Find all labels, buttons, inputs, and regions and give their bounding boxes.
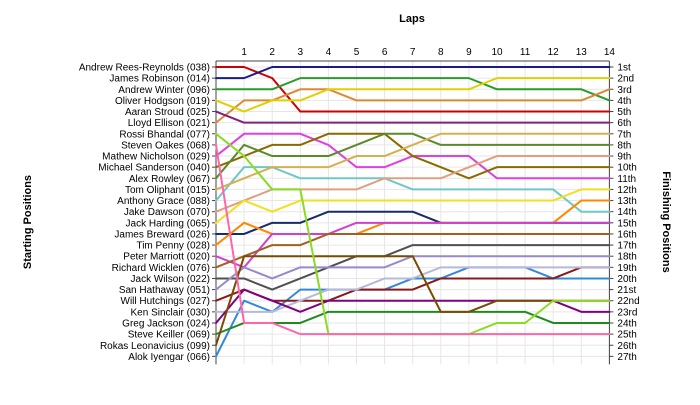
starting-position-label: Steven Oakes (068) <box>121 140 210 151</box>
chart-title: Laps <box>399 13 425 25</box>
starting-position-label: Michael Sanderson (040) <box>98 163 210 174</box>
series-line-2 <box>215 66 611 80</box>
starting-position-label: Will Hutchings (027) <box>121 296 210 307</box>
finishing-position-label: 18th <box>617 252 636 263</box>
series-line-10 <box>215 166 611 213</box>
finishing-position-label: 10th <box>617 163 636 174</box>
finishing-position-label: 17th <box>617 241 636 252</box>
series-layer <box>215 66 611 358</box>
finishing-position-label: 2nd <box>617 74 634 85</box>
starting-position-label: Greg Jackson (024) <box>122 318 210 329</box>
finishing-position-label: 25th <box>617 330 636 341</box>
lap-tick-label: 3 <box>298 47 304 58</box>
finishing-position-label: 12th <box>617 185 636 196</box>
finishing-position-label: 5th <box>617 107 631 118</box>
starting-position-label: Andrew Winter (096) <box>118 85 210 96</box>
lap-tick-label: 11 <box>520 47 531 58</box>
series-line-22 <box>215 266 611 313</box>
series-line-13 <box>215 188 611 224</box>
series-line-6 <box>215 110 611 124</box>
starting-position-label: Jake Dawson (070) <box>124 207 210 218</box>
starting-position-label: Jack Wilson (022) <box>131 274 210 285</box>
starting-position-label: Ken Sinclair (030) <box>131 307 210 318</box>
series-line-1 <box>215 66 611 113</box>
starting-position-label: Steve Keiller (069) <box>128 330 210 341</box>
series-line-9 <box>215 132 611 180</box>
series-line-21 <box>215 266 611 302</box>
finishing-labels: 1st2nd3rd4th5th6th7th8th9th10th11th12th1… <box>617 63 639 363</box>
finishing-position-label: 16th <box>617 229 636 240</box>
series-line-12 <box>215 132 611 191</box>
starting-position-label: Alok Iyengar (066) <box>128 352 210 363</box>
left-axis-title: Starting Positions <box>22 175 34 269</box>
lap-tick-label: 9 <box>466 47 472 58</box>
starting-position-label: Aaran Stroud (025) <box>125 107 210 118</box>
finishing-position-label: 19th <box>617 263 636 274</box>
starting-position-label: Tom Oliphant (015) <box>125 185 210 196</box>
finishing-position-label: 23rd <box>617 307 637 318</box>
finishing-position-label: 26th <box>617 341 636 352</box>
series-line-16 <box>215 221 611 269</box>
starting-position-label: Andrew Rees-Reynolds (038) <box>79 63 210 74</box>
right-axis-title: Finishing Positions <box>660 171 672 272</box>
finishing-position-label: 8th <box>617 140 631 151</box>
lap-tick-label: 8 <box>438 47 444 58</box>
starting-position-label: Lloyd Ellison (021) <box>128 118 210 129</box>
starting-position-label: Alex Rowley (067) <box>129 174 210 185</box>
series-line-17 <box>215 232 611 269</box>
finishing-position-label: 22nd <box>617 296 639 307</box>
lap-tick-label: 5 <box>354 47 360 58</box>
series-line-18 <box>215 244 611 291</box>
starting-position-label: Mathew Nicholson (029) <box>102 152 210 163</box>
starting-position-label: Richard Wicklen (076) <box>112 263 210 274</box>
finishing-position-label: 3rd <box>617 85 631 96</box>
lap-tick-label: 4 <box>326 47 332 58</box>
lap-tick-label: 13 <box>576 47 588 58</box>
series-line-25 <box>215 255 611 347</box>
finishing-position-label: 21st <box>617 285 636 296</box>
finishing-position-label: 27th <box>617 352 636 363</box>
finishing-position-label: 9th <box>617 152 631 163</box>
series-line-4 <box>215 88 611 124</box>
finishing-position-label: 6th <box>617 118 631 129</box>
lap-tick-label: 12 <box>548 47 560 58</box>
finishing-position-label: 15th <box>617 218 636 229</box>
lap-tick-label: 10 <box>491 47 503 58</box>
starting-position-label: Anthony Grace (088) <box>117 196 210 207</box>
series-line-24 <box>215 310 611 336</box>
finishing-position-label: 24th <box>617 318 636 329</box>
starting-position-label: James Robinson (014) <box>109 74 210 85</box>
finishing-position-label: 20th <box>617 274 636 285</box>
finishing-position-label: 4th <box>617 96 631 107</box>
finishing-position-label: 11th <box>617 174 636 185</box>
starting-position-label: Rokas Leonavicius (099) <box>100 341 210 352</box>
starting-position-label: Oliver Hodgson (019) <box>115 96 210 107</box>
starting-position-label: Peter Marriott (020) <box>123 252 210 263</box>
starting-position-label: Rossi Bhandal (077) <box>119 129 210 140</box>
lap-tick-label: 7 <box>410 47 416 58</box>
finishing-position-label: 13th <box>617 196 636 207</box>
starting-position-label: James Breward (026) <box>114 229 210 240</box>
lap-tick-label: 6 <box>382 47 388 58</box>
series-line-5 <box>215 77 611 113</box>
starting-labels: Andrew Rees-Reynolds (038)James Robinson… <box>79 63 210 363</box>
lap-tick-label: 14 <box>604 47 616 58</box>
lap-tick-label: 2 <box>269 47 275 58</box>
lap-ticks: 1 2 3 4 5 6 7 8 9 10 11 12 13 14 <box>241 47 615 58</box>
starting-position-label: San Hathaway (051) <box>119 285 210 296</box>
series-line-27 <box>215 143 611 336</box>
finishing-position-label: 1st <box>617 63 631 74</box>
lap-tick-label: 1 <box>241 47 247 58</box>
series-line-8 <box>215 132 611 180</box>
starting-position-label: Jack Harding (065) <box>126 218 210 229</box>
finishing-position-label: 7th <box>617 129 631 140</box>
series-line-3 <box>215 77 611 102</box>
starting-position-label: Tim Penny (028) <box>136 241 210 252</box>
finishing-position-label: 14th <box>617 207 636 218</box>
